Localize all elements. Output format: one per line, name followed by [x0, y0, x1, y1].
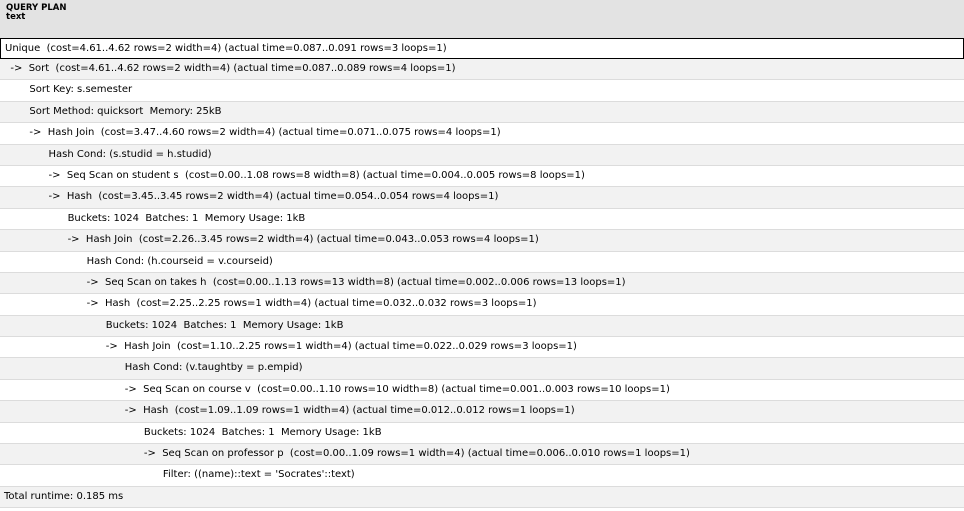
query-plan-row[interactable]: -> Seq Scan on professor p (cost=0.00..1…	[0, 444, 964, 466]
query-plan-text: -> Seq Scan on professor p (cost=0.00..1…	[4, 448, 690, 460]
query-plan-row[interactable]: -> Hash Join (cost=3.47..4.60 rows=2 wid…	[0, 123, 964, 145]
query-plan-text: Hash Cond: (h.courseid = v.courseid)	[4, 255, 273, 267]
query-plan-text: -> Seq Scan on takes h (cost=0.00..1.13 …	[4, 276, 626, 288]
query-plan-row[interactable]: -> Hash (cost=1.09..1.09 rows=1 width=4)…	[0, 401, 964, 423]
query-plan-row[interactable]: Unique (cost=4.61..4.62 rows=2 width=4) …	[0, 38, 964, 59]
column-name-label: QUERY PLAN	[6, 3, 67, 13]
query-plan-row[interactable]: Buckets: 1024 Batches: 1 Memory Usage: 1…	[0, 208, 964, 231]
query-plan-text: Sort Method: quicksort Memory: 25kB	[4, 105, 222, 117]
query-plan-row[interactable]: Total runtime: 0.185 ms	[0, 486, 964, 509]
query-plan-text: Unique (cost=4.61..4.62 rows=2 width=4) …	[5, 43, 447, 54]
query-plan-rows: Unique (cost=4.61..4.62 rows=2 width=4) …	[0, 38, 964, 509]
query-plan-row[interactable]: -> Hash Join (cost=2.26..3.45 rows=2 wid…	[0, 230, 964, 252]
query-plan-text: -> Seq Scan on course v (cost=0.00..1.10…	[4, 383, 670, 395]
query-plan-text: Hash Cond: (s.studid = h.studid)	[4, 148, 212, 160]
query-plan-text: -> Hash (cost=2.25..2.25 rows=1 width=4)…	[4, 298, 537, 310]
query-plan-text: -> Sort (cost=4.61..4.62 rows=2 width=4)…	[4, 63, 456, 74]
query-plan-text: Buckets: 1024 Batches: 1 Memory Usage: 1…	[4, 212, 306, 224]
query-plan-row[interactable]: -> Seq Scan on takes h (cost=0.00..1.13 …	[0, 272, 964, 295]
query-plan-row[interactable]: -> Hash Join (cost=1.10..2.25 rows=1 wid…	[0, 337, 964, 359]
query-plan-text: -> Hash Join (cost=1.10..2.25 rows=1 wid…	[4, 341, 577, 353]
query-plan-row[interactable]: -> Hash (cost=3.45..3.45 rows=2 width=4)…	[0, 187, 964, 209]
query-plan-text: -> Hash (cost=1.09..1.09 rows=1 width=4)…	[4, 405, 575, 417]
query-plan-row[interactable]: Buckets: 1024 Batches: 1 Memory Usage: 1…	[0, 315, 964, 338]
query-plan-text: Hash Cond: (v.taughtby = p.empid)	[4, 362, 303, 374]
query-plan-text: -> Hash Join (cost=3.47..4.60 rows=2 wid…	[4, 127, 501, 139]
query-plan-row[interactable]: Hash Cond: (s.studid = h.studid)	[0, 144, 964, 166]
query-plan-text: -> Seq Scan on student s (cost=0.00..1.0…	[4, 169, 585, 181]
query-plan-row[interactable]: Filter: ((name)::text = 'Socrates'::text…	[0, 465, 964, 487]
query-plan-text: -> Hash Join (cost=2.26..3.45 rows=2 wid…	[4, 234, 539, 246]
query-plan-row[interactable]: -> Hash (cost=2.25..2.25 rows=1 width=4)…	[0, 294, 964, 316]
query-plan-row[interactable]: Hash Cond: (h.courseid = v.courseid)	[0, 251, 964, 273]
query-plan-text: Sort Key: s.semester	[4, 84, 133, 96]
query-plan-row[interactable]: Buckets: 1024 Batches: 1 Memory Usage: 1…	[0, 422, 964, 445]
query-plan-text: Buckets: 1024 Batches: 1 Memory Usage: 1…	[4, 319, 344, 331]
query-plan-row[interactable]: -> Seq Scan on student s (cost=0.00..1.0…	[0, 165, 964, 188]
query-plan-text: Filter: ((name)::text = 'Socrates'::text…	[4, 469, 355, 481]
query-plan-row[interactable]: Sort Key: s.semester	[0, 80, 964, 102]
query-plan-row[interactable]: Sort Method: quicksort Memory: 25kB	[0, 101, 964, 124]
query-plan-text: Buckets: 1024 Batches: 1 Memory Usage: 1…	[4, 426, 382, 438]
query-plan-text: Total runtime: 0.185 ms	[4, 490, 124, 502]
query-plan-row[interactable]: Hash Cond: (v.taughtby = p.empid)	[0, 358, 964, 380]
query-plan-text: -> Hash (cost=3.45..3.45 rows=2 width=4)…	[4, 191, 499, 203]
query-plan-row[interactable]: -> Sort (cost=4.61..4.62 rows=2 width=4)…	[0, 59, 964, 81]
result-column-header[interactable]: QUERY PLAN text	[0, 0, 964, 38]
query-plan-row[interactable]: -> Seq Scan on course v (cost=0.00..1.10…	[0, 379, 964, 402]
column-type-label: text	[6, 12, 26, 22]
